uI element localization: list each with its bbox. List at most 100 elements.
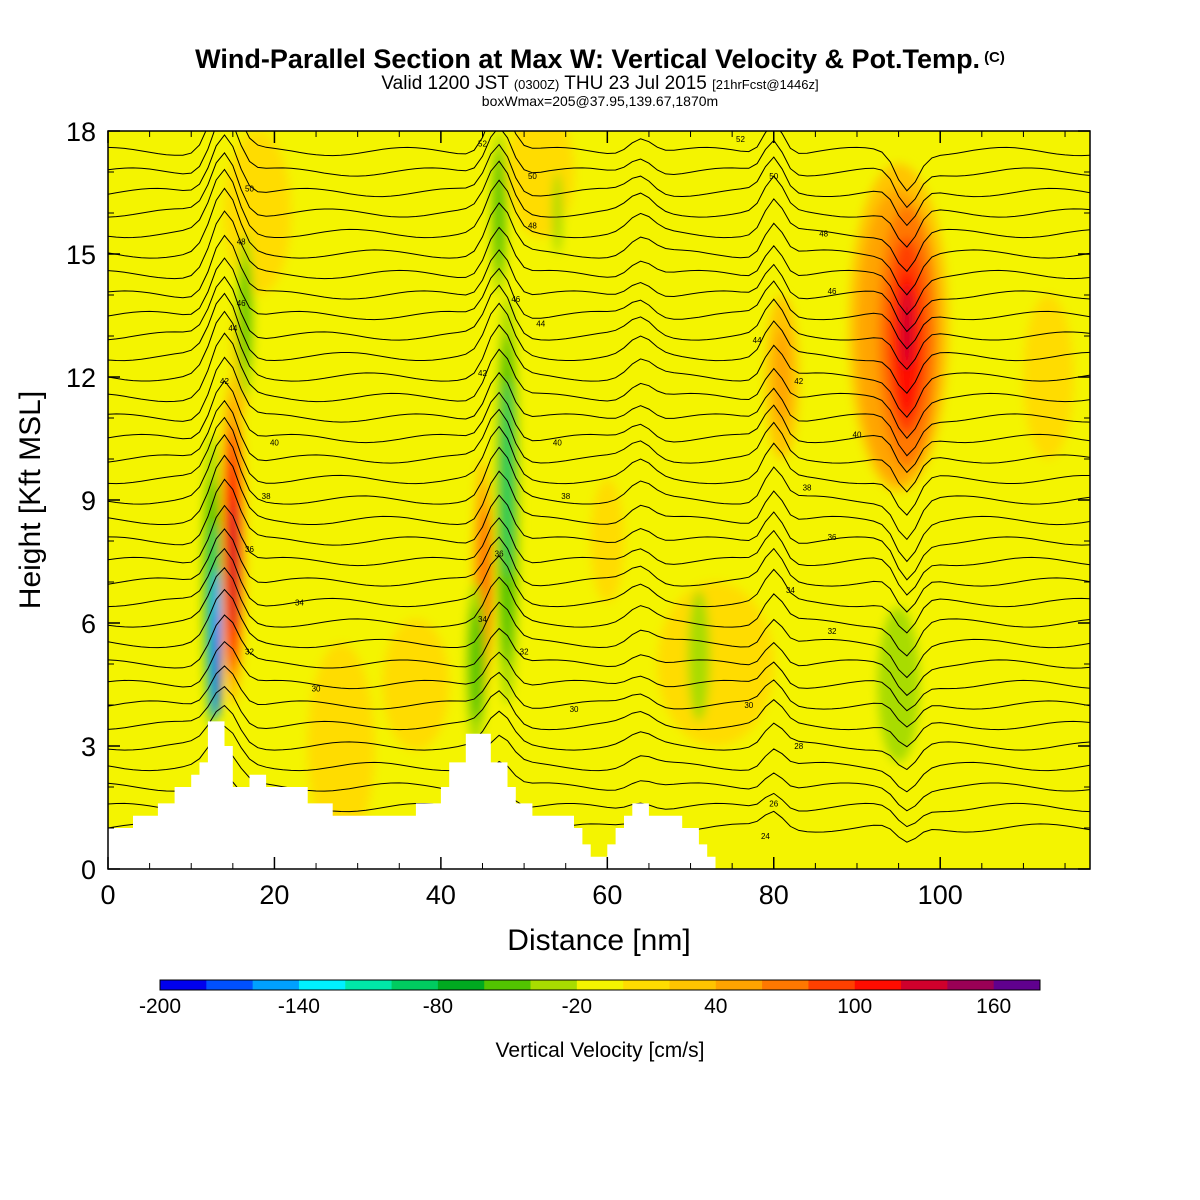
y-tick-label: 6 [81,609,96,639]
chart-title: Wind-Parallel Section at Max W: Vertical… [0,44,1200,75]
theta-contour [108,614,1090,697]
valid-time: Valid 1200 JST [381,73,509,94]
contour-label: 30 [570,705,579,714]
colorbar-swatch [901,980,948,990]
contour-label: 30 [312,685,321,694]
y-tick-label: 12 [66,363,96,393]
contour-label: 24 [761,832,770,841]
velocity-blob [224,131,292,295]
theta-contour [108,276,1090,371]
x-tick-label: 0 [100,880,115,910]
valid-date: THU 23 Jul 2015 [564,73,707,94]
velocity-blob [590,479,624,603]
contour-label: 26 [769,799,778,808]
colorbar-swatch [484,980,532,990]
contour-label: 50 [245,184,254,193]
contour-label: 50 [528,172,537,181]
chart-title-text: Wind-Parallel Section at Max W: Vertical… [195,44,981,74]
velocity-blob [688,590,710,722]
colorbar-tick-label: -140 [278,995,320,1018]
colorbar-swatch [854,980,902,990]
velocity-blob [307,643,375,849]
theta-contour [108,210,1090,316]
theta-contour [108,399,1090,493]
velocity-blob [470,606,484,722]
theta-contour [108,292,1090,394]
velocity-blob [901,286,913,369]
contour-label: 40 [853,430,862,439]
contour-label: 42 [478,369,487,378]
colorbar-swatch [530,980,578,990]
velocity-blob [241,262,250,369]
contour-label: 34 [295,599,304,608]
colorbar-swatch [576,980,624,990]
theta-contour [108,704,1090,771]
theta-contour [108,152,1090,248]
theta-contour [108,332,1090,439]
contour-label: 34 [786,586,795,595]
theta-contour [108,380,1090,474]
theta-contour [108,750,1090,812]
velocity-blob [216,639,221,705]
colorbar-swatch [252,980,300,990]
theta-contour [108,131,1090,192]
colorbar-swatch [762,980,809,990]
velocity-blob [773,327,791,427]
contour-label: 36 [495,549,504,558]
theta-contour [108,187,1090,296]
contour-label: 36 [245,545,254,554]
contour-label: 42 [794,377,803,386]
theta-contour [108,528,1090,613]
forecast-info: [21hrFcst@1446z] [712,77,819,92]
theta-contour [108,131,1090,209]
theta-contour [108,356,1090,457]
potential-temperature-contours [108,131,1090,843]
x-tick-label: 20 [259,880,289,910]
contour-label: 44 [228,324,237,333]
valid-utc: (0300Z) [513,77,560,92]
y-tick-label: 18 [66,117,96,147]
y-tick-label: 0 [81,855,96,885]
colorbar-tick-label: -20 [562,995,592,1018]
x-axis-label: Distance [nm] [507,924,690,957]
contour-label: 48 [237,238,246,247]
contour-label: 32 [520,648,529,657]
contour-label: 52 [736,135,745,144]
theta-contour [108,588,1090,679]
theta-contour [108,454,1090,563]
colorbar-swatch [808,980,856,990]
y-tick-label: 15 [66,240,96,270]
contour-label: 50 [769,172,778,181]
y-tick-label: 9 [81,486,96,516]
colorbar-frame [159,979,1041,991]
y-axis-label: Height [Kft MSL] [14,391,47,609]
colorbar-tick-label: 40 [704,995,727,1018]
theta-contour [108,168,1090,273]
colorbar-tick-label: 100 [837,995,872,1018]
colorbar-swatch [298,980,346,990]
velocity-blob [552,172,563,254]
colorbar-swatch [669,980,717,990]
contour-label: 28 [794,742,803,751]
theta-contour [108,134,1090,227]
theta-contour [108,310,1090,418]
contour-label: 38 [561,492,570,501]
theta-contour [108,416,1090,516]
terrain [108,721,1090,869]
vertical-velocity-field [202,131,1074,849]
theta-contour [108,478,1090,581]
colorbar-tick-label: -200 [139,995,181,1018]
theta-contour [108,640,1090,712]
y-tick-label: 3 [81,732,96,762]
plot-area: 50 48 46 44 42 40 38 36 34 32 30 52 50 48 46 44 42 40 38 36… [108,131,1090,869]
x-tick-label: 80 [759,880,789,910]
theta-contour [108,234,1090,333]
colorbar-swatch [437,980,485,990]
colorbar-tick-label: 160 [976,995,1011,1018]
colorbar-swatch [160,980,207,990]
x-tick-label: 40 [426,880,456,910]
contour-label: 44 [536,320,545,329]
theta-contour [108,434,1090,541]
contour-label: 34 [478,615,487,624]
